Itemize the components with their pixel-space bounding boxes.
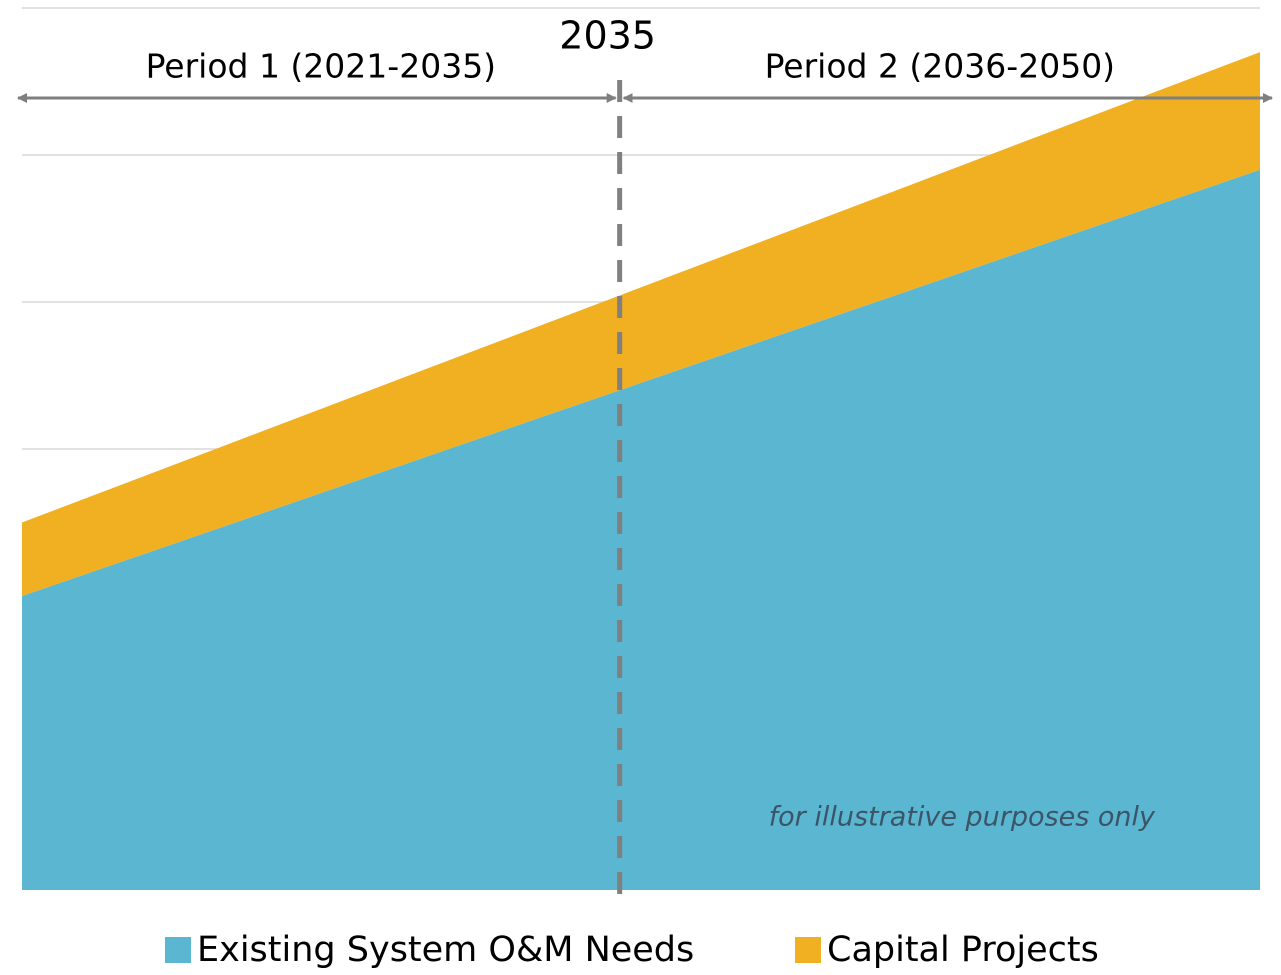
legend-swatch — [795, 937, 821, 963]
area — [22, 169, 1260, 890]
legend: Existing System O&M Needs Capital Project… — [165, 930, 1099, 970]
legend-label: Capital Projects — [827, 930, 1099, 970]
divider-label: 2035 — [559, 14, 656, 58]
area — [22, 52, 1260, 597]
period-label: Period 1 (2021-2035) — [146, 47, 497, 86]
note: for illustrative purposes only — [769, 802, 1156, 833]
annotations: 2035 Period 1 (2021-2035) Period 2 (2036-2… — [17, 14, 1273, 900]
legend-label: Existing System O&M Needs — [197, 930, 694, 970]
legend-swatch — [165, 937, 191, 963]
areas — [22, 52, 1260, 890]
period-label: Period 2 (2036-2050) — [765, 47, 1116, 86]
